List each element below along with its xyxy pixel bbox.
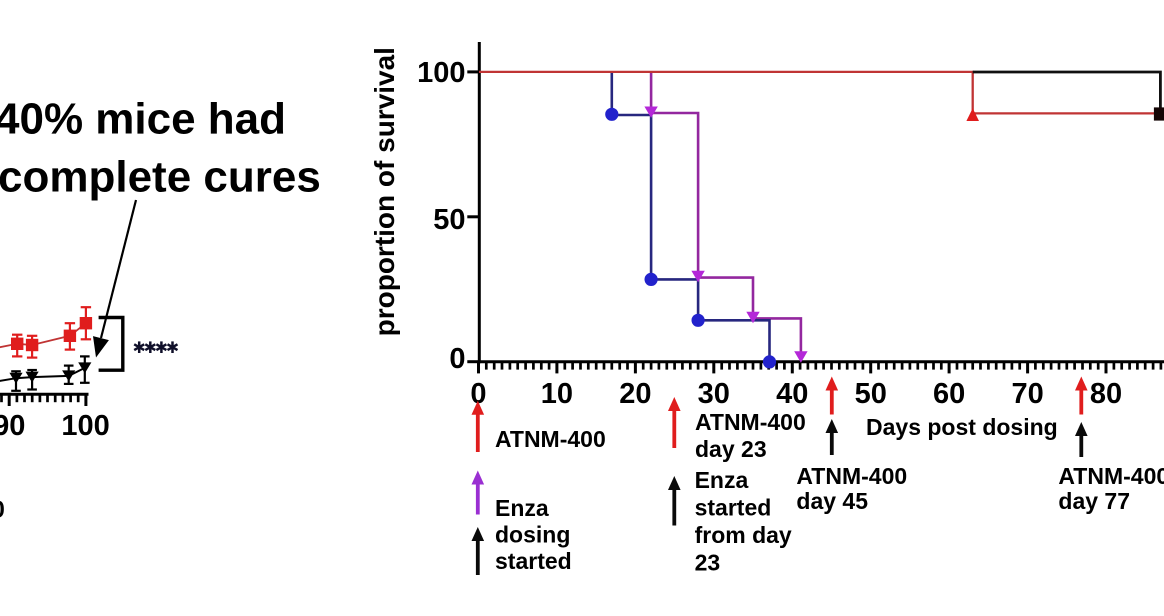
- svg-text:90: 90: [0, 410, 25, 442]
- svg-text:ATNM-400: ATNM-400: [695, 409, 806, 435]
- svg-text:0: 0: [0, 497, 5, 524]
- svg-text:30: 30: [698, 378, 730, 410]
- svg-text:started: started: [495, 548, 572, 574]
- svg-text:from day: from day: [695, 522, 792, 548]
- svg-text:proportion of survival: proportion of survival: [369, 47, 400, 336]
- svg-text:Enza: Enza: [495, 495, 549, 521]
- svg-text:40% mice had: 40% mice had: [0, 94, 286, 143]
- svg-text:Days post dosing: Days post dosing: [866, 414, 1058, 440]
- svg-text:dosing: dosing: [495, 522, 570, 548]
- svg-text:60: 60: [933, 378, 965, 410]
- svg-text:ATNM-400: ATNM-400: [495, 426, 606, 452]
- svg-text:10: 10: [541, 378, 573, 410]
- svg-text:day 23: day 23: [695, 436, 767, 462]
- svg-text:0: 0: [449, 343, 465, 375]
- svg-text:day 45: day 45: [796, 488, 868, 514]
- svg-text:70: 70: [1011, 378, 1043, 410]
- svg-text:20: 20: [619, 378, 651, 410]
- svg-text:50: 50: [433, 204, 465, 236]
- svg-text:80: 80: [1090, 378, 1122, 410]
- svg-text:day 77: day 77: [1058, 488, 1130, 514]
- svg-text:Enza: Enza: [695, 467, 749, 493]
- svg-text:100: 100: [61, 410, 109, 442]
- svg-text:50: 50: [855, 378, 887, 410]
- svg-text:100: 100: [417, 57, 465, 89]
- svg-text:ATNM-400: ATNM-400: [796, 463, 907, 489]
- svg-text:complete cures: complete cures: [0, 152, 321, 201]
- svg-text:23: 23: [695, 550, 721, 576]
- svg-text:ATNM-400: ATNM-400: [1058, 463, 1164, 489]
- svg-text:0: 0: [470, 378, 486, 410]
- svg-text:started: started: [695, 495, 772, 521]
- svg-text:40: 40: [776, 378, 808, 410]
